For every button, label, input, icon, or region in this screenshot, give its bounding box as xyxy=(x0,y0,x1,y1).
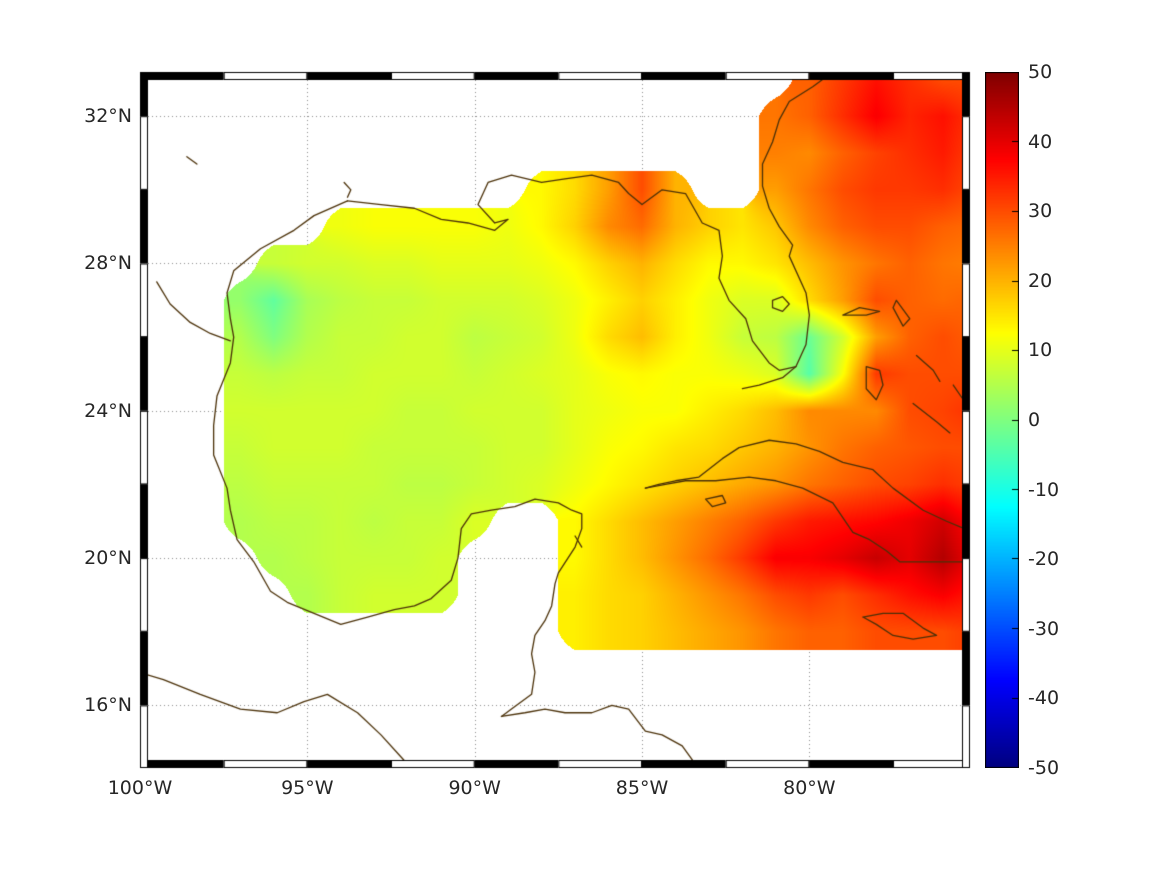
colorbar-tick-label: 30 xyxy=(1028,200,1053,223)
x-axis-tick-label: 95°W xyxy=(281,777,334,799)
colorbar-tick-label: -10 xyxy=(1028,478,1060,501)
colorbar-tick-label: 40 xyxy=(1028,130,1053,153)
y-axis-tick-label: 16°N xyxy=(84,694,132,717)
y-axis-tick-label: 24°N xyxy=(84,399,132,422)
x-axis-tick-label: 100°W xyxy=(107,777,173,799)
colorbar-tick-label: 0 xyxy=(1028,409,1041,431)
colorbar-tick-label: 50 xyxy=(1028,61,1053,83)
colorbar-tick-label: -20 xyxy=(1028,548,1060,571)
y-axis-tick-label: 28°N xyxy=(84,252,132,275)
colorbar-tick-label: 10 xyxy=(1028,339,1053,362)
y-axis-tick-label: 20°N xyxy=(84,547,132,570)
colorbar-tick-label: -40 xyxy=(1028,687,1060,710)
colorbar-tick-label: -50 xyxy=(1028,757,1060,779)
colorbar-tick-label: 20 xyxy=(1028,269,1053,292)
y-axis-tick-label: 32°N xyxy=(84,105,132,128)
x-axis-tick-label: 90°W xyxy=(448,777,501,799)
x-axis-tick-label: 85°W xyxy=(615,777,669,799)
colorbar-tick-label: -30 xyxy=(1028,617,1060,640)
colorbar xyxy=(985,72,1019,768)
x-axis-tick-label: 80°W xyxy=(783,777,836,799)
